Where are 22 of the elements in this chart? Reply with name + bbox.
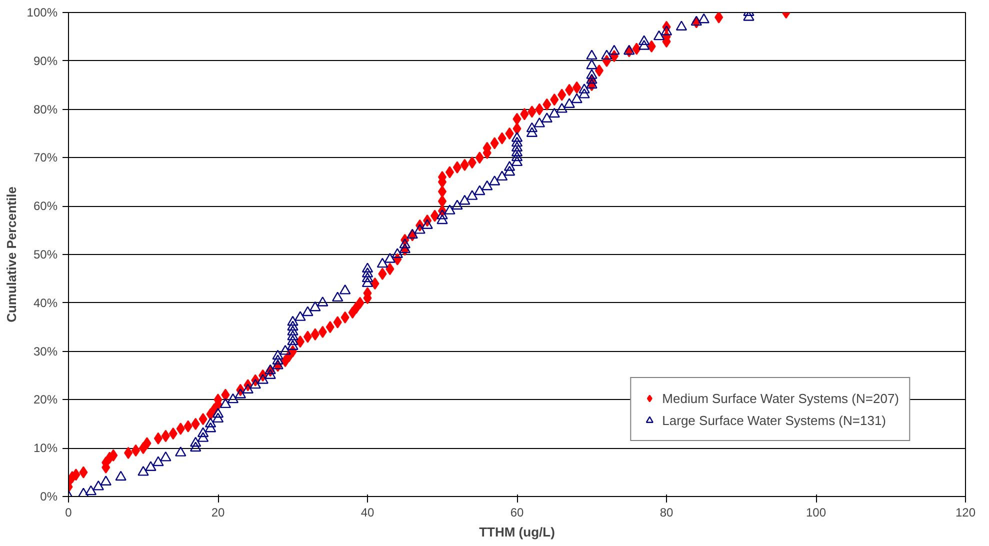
y-tick-label: 0% xyxy=(40,490,58,504)
x-tick-label: 120 xyxy=(955,506,976,520)
y-tick-label: 100% xyxy=(26,6,58,20)
y-tick-label: 20% xyxy=(33,392,58,407)
legend-label: Medium Surface Water Systems (N=207) xyxy=(662,390,899,406)
x-tick-label: 0 xyxy=(65,506,72,520)
y-axis-title: Cumulative Percentile xyxy=(4,186,19,322)
y-tick-label: 80% xyxy=(33,102,58,116)
x-tick-label: 40 xyxy=(360,506,374,520)
x-tick-label: 60 xyxy=(510,506,524,520)
y-tick-label: 60% xyxy=(33,199,58,214)
x-tick-label: 20 xyxy=(211,506,225,520)
y-tick-label: 70% xyxy=(33,150,58,165)
y-tick-label: 90% xyxy=(33,54,58,68)
y-tick-label: 10% xyxy=(33,441,58,456)
legend-label: Large Surface Water Systems (N=131) xyxy=(662,412,886,428)
y-tick-label: 30% xyxy=(33,344,58,358)
y-tick-label: 50% xyxy=(33,248,58,262)
x-tick-label: 100 xyxy=(806,506,826,520)
x-axis-title: TTHM (ug/L) xyxy=(479,524,555,540)
y-tick-label: 40% xyxy=(33,296,58,310)
x-tick-label: 80 xyxy=(660,506,674,520)
